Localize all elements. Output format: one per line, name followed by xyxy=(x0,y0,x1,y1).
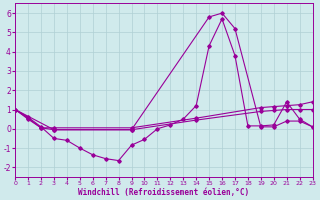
X-axis label: Windchill (Refroidissement éolien,°C): Windchill (Refroidissement éolien,°C) xyxy=(78,188,249,197)
